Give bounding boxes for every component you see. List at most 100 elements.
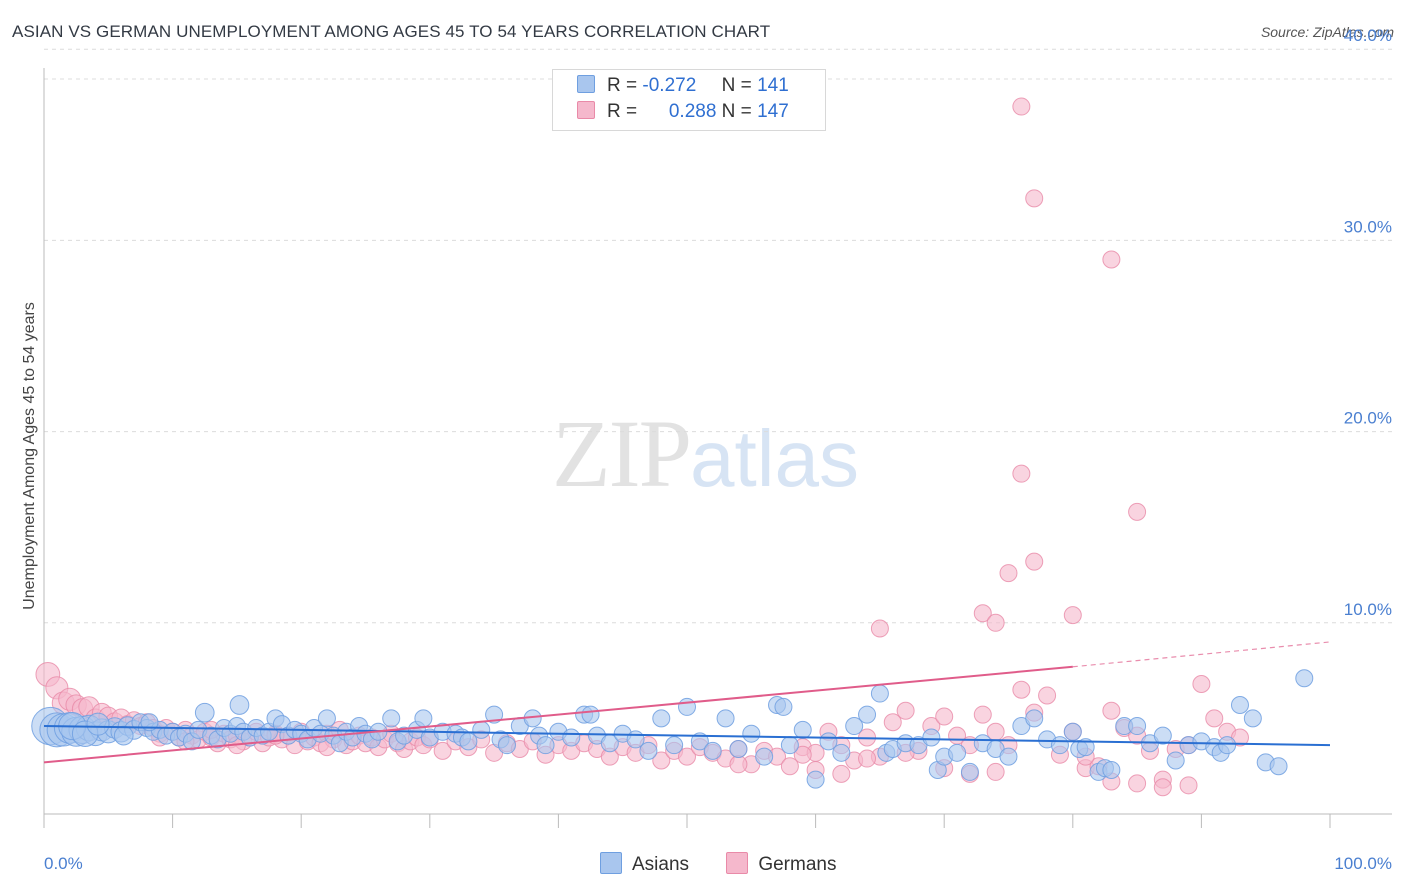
german-point (999, 564, 1018, 583)
legend-r-value: -0.272 (642, 75, 697, 96)
asian-point (1153, 726, 1172, 745)
asian-point (1243, 709, 1262, 728)
asian-point (1076, 738, 1095, 757)
asian-point (639, 741, 658, 760)
legend-item-germans[interactable]: Germans (726, 852, 836, 876)
asian-point (703, 741, 722, 760)
asian-point (140, 713, 159, 732)
german-point (858, 749, 877, 768)
legend-n-value: 147 (757, 101, 789, 122)
trendlines (43, 641, 1331, 764)
asian-point (652, 709, 671, 728)
watermark: ZIPatlas (552, 398, 859, 509)
watermark-atlas: atlas (690, 414, 859, 503)
axes (43, 68, 1392, 828)
german-point (1012, 464, 1031, 483)
asian-point (414, 709, 433, 728)
correlation-legend: R = -0.272 N = 141 R = 0.288 N = 147 (552, 69, 826, 131)
legend-n-value: 141 (757, 75, 789, 96)
asian-point (1230, 696, 1249, 715)
german-point (652, 751, 671, 770)
legend-r-label: R = (607, 75, 638, 96)
german-point (793, 745, 812, 764)
asian-point (793, 720, 812, 739)
asian-point (1050, 736, 1069, 755)
asian-point (832, 743, 851, 762)
y-tick-label: 40.0% (1344, 26, 1392, 45)
y-tick-label: 30.0% (1344, 217, 1392, 236)
asian-point (806, 770, 825, 789)
legend-n-label: N = (721, 75, 752, 96)
asian-point (678, 697, 696, 716)
asian-trendline (43, 725, 1331, 747)
asian-point (86, 712, 110, 736)
asian-point (1063, 722, 1082, 741)
asian-point (922, 728, 941, 747)
asian-point (317, 709, 336, 728)
german-point (1063, 606, 1082, 625)
german-point (1025, 189, 1044, 208)
asian-point (1295, 669, 1314, 688)
asian-point (1218, 736, 1237, 755)
german-point (1102, 250, 1121, 269)
legend-row-germans: R = 0.288 N = 147 (577, 101, 789, 127)
asian-point (742, 724, 761, 743)
asian-point (1025, 709, 1044, 728)
german-point (1128, 774, 1147, 793)
german-point (1012, 680, 1031, 699)
german-point (729, 755, 748, 774)
asian-point (581, 705, 600, 724)
asian-point (858, 705, 877, 724)
asian-point (948, 743, 967, 762)
legend-item-asians[interactable]: Asians (600, 852, 689, 876)
asian-point (690, 732, 709, 751)
german-point (973, 604, 992, 623)
asian-point (729, 739, 748, 758)
asian-point (1166, 751, 1185, 770)
asian-point (870, 684, 889, 703)
german-point (1025, 552, 1044, 571)
y-axis-title: Unemployment Among Ages 45 to 54 years (21, 302, 38, 610)
asian-point (472, 720, 491, 739)
x-tick-label-min: 0.0% (44, 854, 83, 873)
legend-label-asians: Asians (632, 854, 690, 875)
germans-swatch (577, 101, 595, 119)
asian-point (716, 709, 735, 728)
watermark-zip: ZIP (552, 400, 692, 507)
german-point (1205, 709, 1224, 728)
germans-swatch (726, 852, 749, 874)
asian-point (1102, 761, 1121, 780)
german-point (883, 713, 902, 732)
asian-point (999, 747, 1018, 766)
german-point (780, 757, 799, 776)
german-point (1192, 674, 1211, 693)
source-label: Source: ZipAtlas.com (1260, 24, 1394, 40)
german-point (986, 613, 1005, 632)
legend-label-germans: Germans (758, 854, 837, 875)
asian-point (485, 705, 504, 724)
german-point (1102, 701, 1121, 720)
german-point (1012, 97, 1031, 116)
legend-n-label: N = (721, 101, 752, 122)
asian-point (562, 728, 581, 747)
german-points (35, 97, 1249, 797)
asian-point (665, 736, 684, 755)
asian-point (960, 762, 979, 781)
x-tick-label-max: 100.0% (1334, 854, 1392, 873)
y-tick-label: 20.0% (1344, 409, 1392, 428)
german-point (678, 747, 696, 766)
legend-r-value: 0.288 (668, 101, 717, 122)
bottom-legend: Asians Germans (600, 852, 868, 876)
german-point (433, 741, 452, 760)
german-trendline (43, 665, 1073, 764)
legend-row-asians: R = -0.272 N = 141 (577, 75, 789, 101)
asian-point (845, 717, 864, 736)
asians-swatch (577, 75, 595, 93)
asian-point (536, 736, 555, 755)
german-point (1128, 502, 1147, 521)
asian-point (113, 725, 134, 746)
asian-point (229, 695, 250, 715)
grid-lines (44, 48, 1392, 624)
german-point (1038, 686, 1057, 705)
